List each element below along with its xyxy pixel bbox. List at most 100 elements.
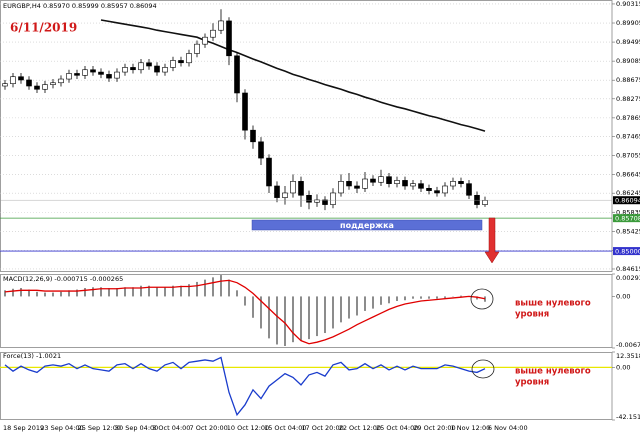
candle-body [154,65,160,73]
x-tick-label: 18 Sep 2019 [3,424,44,432]
candle-body [122,67,128,73]
y-tick-label: 0.86645 [616,171,640,179]
macd-bar [460,295,462,297]
macd-bar [172,285,174,297]
candle-body [434,190,440,194]
y-tick-label: -42.1518 [616,413,640,421]
x-tick-label: 29 Oct 20:00 [413,424,455,432]
macd-bar [92,287,94,297]
candle-body [138,62,144,71]
candle-body [82,69,88,76]
macd-circle [470,288,494,310]
macd-bar [364,296,366,311]
macd-annotation: уровня [515,310,549,320]
macd-bar [28,289,30,297]
macd-bar [388,296,390,304]
candle-body [274,185,280,198]
macd-bar [340,296,342,323]
y-tick-label: 0.89085 [616,57,640,65]
candle-body [418,183,424,189]
candle-body [266,157,272,187]
candle-body [282,192,288,198]
macd-bar [316,296,318,337]
price-title: EURGBP,H4 0.85970 0.85999 0.85957 0.8609… [3,2,157,10]
x-tick-label: 15 Oct 04:00 [264,424,306,432]
candle-body [26,79,32,87]
macd-bar [108,288,110,297]
candle-body [66,73,72,80]
date-annotation: 6/11/2019 [10,21,77,35]
macd-bar [436,296,438,299]
macd-bar [236,290,238,297]
y-tick-label: -0.006762 [616,341,640,349]
macd-bar [196,281,198,297]
macd-bar [220,275,222,297]
candle-body [106,74,112,79]
macd-bar [284,296,286,347]
candle-body [466,183,472,196]
force-annotation: выше нулевого [515,367,591,377]
candle-body [378,176,384,183]
macd-bar [300,296,302,341]
macd-bar [156,287,158,297]
level-label: 0.85000 [615,248,640,256]
candle-body [18,76,24,81]
macd-bar [60,291,62,297]
candle-body [298,181,304,196]
candle-body [258,141,264,159]
candle-body [10,76,16,84]
y-tick-label: 0.00 [616,363,630,371]
support-label: поддержка [340,221,394,230]
candle-body [114,71,120,79]
macd-bar [252,296,254,318]
macd-bar [132,287,134,297]
candle-body [202,36,208,45]
candle-body [354,185,360,189]
panel-frame [0,274,613,348]
x-tick-label: 22 Oct 12:00 [339,424,381,432]
macd-bar [212,277,214,297]
macd-bar [324,296,326,334]
y-tick-label: 0.87865 [616,114,640,122]
x-tick-label: 1 Nov 12:00 [451,424,491,432]
x-tick-label: 6 Nov 04:00 [488,424,528,432]
x-tick-label: 25 Sep 12:00 [78,424,121,432]
macd-bar [292,296,294,343]
candle-body [90,69,96,73]
macd-bar [348,296,350,319]
force-annotation: уровня [515,378,549,388]
macd-bar [268,296,270,339]
x-tick-label: 7 Oct 20:00 [190,424,228,432]
macd-bar [148,285,150,297]
macd-bar [260,296,262,329]
candle-body [386,176,392,184]
macd-bar [428,296,430,299]
support-band [251,219,483,231]
macd-bar [20,288,22,297]
macd-bar [68,290,70,297]
macd-bar [36,291,38,297]
current-price-box [613,196,640,205]
level-box [613,214,640,223]
level-box [613,247,640,256]
panel-frame [0,352,613,420]
y-tick-label: 0.88275 [616,95,640,103]
macd-bar [276,296,278,345]
candle-body [250,129,256,143]
macd-bar [372,296,374,309]
macd-bar [396,296,398,301]
candle-body [346,181,352,187]
macd-bar [332,296,334,329]
macd-bar [44,292,46,297]
macd-bar [52,292,54,297]
force-circle [471,359,495,379]
panel-frame [0,0,613,272]
force-line [4,356,486,417]
candle-body [450,181,456,187]
macd-bar [204,279,206,297]
x-tick-label: 25 Oct 04:00 [376,424,418,432]
macd-bar [12,288,14,297]
y-tick-label: 0.87465 [616,132,640,140]
